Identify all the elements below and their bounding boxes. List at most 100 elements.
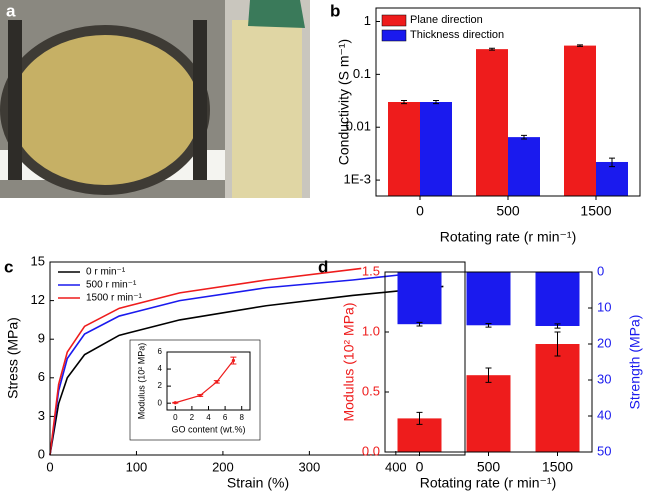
error-bar xyxy=(554,323,561,329)
error-bar xyxy=(554,331,561,357)
x-tick-label: 8 xyxy=(239,413,244,422)
error-bar xyxy=(485,367,492,383)
y-tick-label: 20 xyxy=(597,335,611,350)
line xyxy=(49,274,401,456)
error-bar xyxy=(485,322,492,328)
panel-label: d xyxy=(318,257,328,276)
axis-label: Strain (%) xyxy=(227,475,289,491)
axis-label: 1500 xyxy=(542,459,573,475)
y-tick-label: 0 xyxy=(38,446,45,461)
panel-label: a xyxy=(6,1,16,20)
legend-label: 500 r min⁻¹ xyxy=(86,280,137,291)
photo xyxy=(0,0,310,198)
y-tick-label: 9 xyxy=(38,331,45,346)
error-bar xyxy=(416,321,423,327)
ring-edge xyxy=(193,20,207,180)
y-tick-label: 1 xyxy=(364,13,371,28)
y-tick-label: 0.01 xyxy=(346,119,371,134)
bar xyxy=(388,102,420,196)
line xyxy=(49,267,362,456)
bar xyxy=(466,272,511,326)
error-bar xyxy=(172,401,179,404)
error-bar xyxy=(401,100,407,105)
axis-label: Conductivity (S m⁻¹) xyxy=(336,39,352,165)
plot-frame xyxy=(384,271,593,453)
y-tick-label: 2 xyxy=(158,381,163,390)
axis-label: Rotating rate (r min⁻¹) xyxy=(440,229,577,245)
y-tick-label: 1E-3 xyxy=(344,172,371,187)
inset-line xyxy=(175,360,234,404)
legend-swatch xyxy=(381,14,407,27)
y-tick-label: 50 xyxy=(597,443,611,458)
x-tick-label: 0 xyxy=(173,413,178,422)
bar xyxy=(508,137,540,196)
axis-label: 1500 xyxy=(580,203,611,219)
ring-edge xyxy=(8,20,22,180)
panel-label: b xyxy=(330,1,340,20)
glove xyxy=(248,0,305,28)
legend-label: 1500 r min⁻¹ xyxy=(86,293,143,304)
axis-label: Modulus (10² MPa) xyxy=(341,302,357,421)
ring xyxy=(0,25,210,195)
y-tick-label: 6 xyxy=(158,347,163,356)
y-tick-label: 0.0 xyxy=(362,443,380,458)
panel-label: c xyxy=(4,257,13,276)
axis-label: Modulus (10² MPa) xyxy=(136,343,146,420)
error-bar xyxy=(230,356,237,365)
bar xyxy=(564,45,596,196)
legend-swatch xyxy=(381,29,407,42)
film xyxy=(232,20,302,198)
y-tick-label: 10 xyxy=(597,299,611,314)
error-bar xyxy=(489,47,495,51)
y-tick-label: 0 xyxy=(597,263,604,278)
y-tick-label: 15 xyxy=(31,253,45,268)
x-tick-label: 2 xyxy=(190,413,195,422)
inset-background xyxy=(129,339,261,441)
axis-label: Rotating rate (r min⁻¹) xyxy=(420,475,557,491)
axis-label: 500 xyxy=(477,459,501,475)
error-bar xyxy=(213,380,220,384)
x-tick-label: 0 xyxy=(46,459,53,474)
y-tick-label: 6 xyxy=(38,369,45,384)
x-tick-label: 400 xyxy=(385,459,407,474)
error-bar xyxy=(197,394,204,397)
bar xyxy=(596,161,628,196)
x-tick-label: 300 xyxy=(299,459,321,474)
error-bar xyxy=(433,100,439,105)
axis-label: GO content (wt.%) xyxy=(171,424,245,434)
y-tick-label: 40 xyxy=(597,407,611,422)
x-tick-label: 6 xyxy=(223,413,228,422)
plot-frame xyxy=(49,261,466,456)
line xyxy=(49,285,444,456)
bar xyxy=(397,272,442,325)
y-tick-label: 0.1 xyxy=(353,66,371,81)
axis-label: 0 xyxy=(416,203,424,219)
axis-label: 0 xyxy=(416,459,424,475)
axis-label: Strength (MPa) xyxy=(627,315,643,410)
plot-frame xyxy=(375,7,641,197)
y-tick-label: 3 xyxy=(38,408,45,423)
y-tick-label: 4 xyxy=(158,364,163,373)
bar xyxy=(535,272,580,326)
x-tick-label: 4 xyxy=(206,413,211,422)
error-bar xyxy=(416,411,423,425)
legend-label: Thickness direction xyxy=(410,29,504,41)
bar xyxy=(535,344,580,452)
axis-label: Stress (MPa) xyxy=(5,317,21,399)
x-tick-label: 200 xyxy=(212,459,234,474)
y-tick-label: 1.0 xyxy=(362,323,380,338)
axis-label: 500 xyxy=(496,203,520,219)
y-tick-label: 0 xyxy=(158,398,163,407)
bar xyxy=(420,102,452,196)
legend-label: 0 r min⁻¹ xyxy=(86,267,126,278)
bar xyxy=(466,375,511,452)
x-tick-label: 100 xyxy=(126,459,148,474)
y-tick-label: 1.5 xyxy=(362,263,380,278)
error-bar xyxy=(577,44,583,47)
legend-label: Plane direction xyxy=(410,14,483,26)
error-bar xyxy=(609,157,615,168)
error-bar xyxy=(521,134,527,140)
y-tick-label: 0.5 xyxy=(362,383,380,398)
y-tick-label: 12 xyxy=(31,292,45,307)
